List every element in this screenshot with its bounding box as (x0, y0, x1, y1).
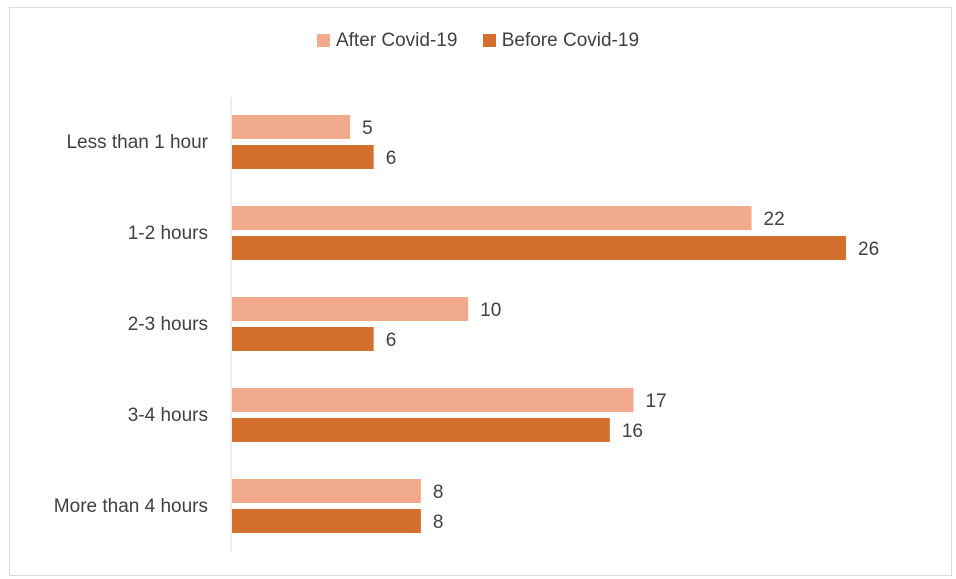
data-label-before-covid-19-1-2-hours: 26 (858, 239, 879, 260)
data-label-before-covid-19-2-3-hours: 6 (386, 330, 397, 351)
legend-swatch-after-covid (316, 34, 330, 47)
legend-label-before-covid: Before Covid-19 (501, 30, 640, 51)
data-label-after-covid-19-more-than-4-hours: 8 (433, 482, 444, 503)
data-label-after-covid-19-less-than-1-hour: 5 (362, 118, 373, 139)
bar-after-covid-19-more-than-4-hours (232, 479, 421, 503)
bar-before-covid-19-2-3-hours (232, 327, 374, 351)
legend-item-after-covid: After Covid-19 (316, 30, 458, 52)
bar-before-covid-19-less-than-1-hour (232, 145, 374, 169)
bar-after-covid-19-less-than-1-hour (232, 115, 351, 139)
bar-before-covid-19-more-than-4-hours (232, 509, 421, 533)
data-label-before-covid-19-less-than-1-hour: 6 (386, 148, 397, 169)
category-label-more-than-4-hours: More than 4 hours (54, 496, 208, 517)
data-label-before-covid-19-3-4-hours: 16 (622, 421, 643, 442)
category-label-less-than-1-hour: Less than 1 hour (66, 132, 208, 153)
bar-after-covid-19-3-4-hours (232, 388, 634, 412)
bar-after-covid-19-2-3-hours (232, 297, 469, 321)
bar-before-covid-19-1-2-hours (232, 236, 846, 260)
data-label-after-covid-19-3-4-hours: 17 (645, 391, 666, 412)
legend-label-after-covid: After Covid-19 (335, 30, 458, 51)
legend: After Covid-19 Before Covid-19 (0, 30, 956, 52)
legend-swatch-before-covid (482, 34, 496, 47)
data-label-after-covid-19-1-2-hours: 22 (764, 209, 785, 230)
category-label-3-4-hours: 3-4 hours (128, 405, 208, 426)
category-label-2-3-hours: 2-3 hours (128, 314, 208, 335)
category-label-1-2-hours: 1-2 hours (128, 223, 208, 244)
data-label-after-covid-19-2-3-hours: 10 (480, 300, 501, 321)
data-label-before-covid-19-more-than-4-hours: 8 (433, 512, 444, 533)
bar-before-covid-19-3-4-hours (232, 418, 610, 442)
legend-item-before-covid: Before Covid-19 (482, 30, 640, 52)
chart-area (9, 7, 952, 576)
bar-after-covid-19-1-2-hours (232, 206, 752, 230)
